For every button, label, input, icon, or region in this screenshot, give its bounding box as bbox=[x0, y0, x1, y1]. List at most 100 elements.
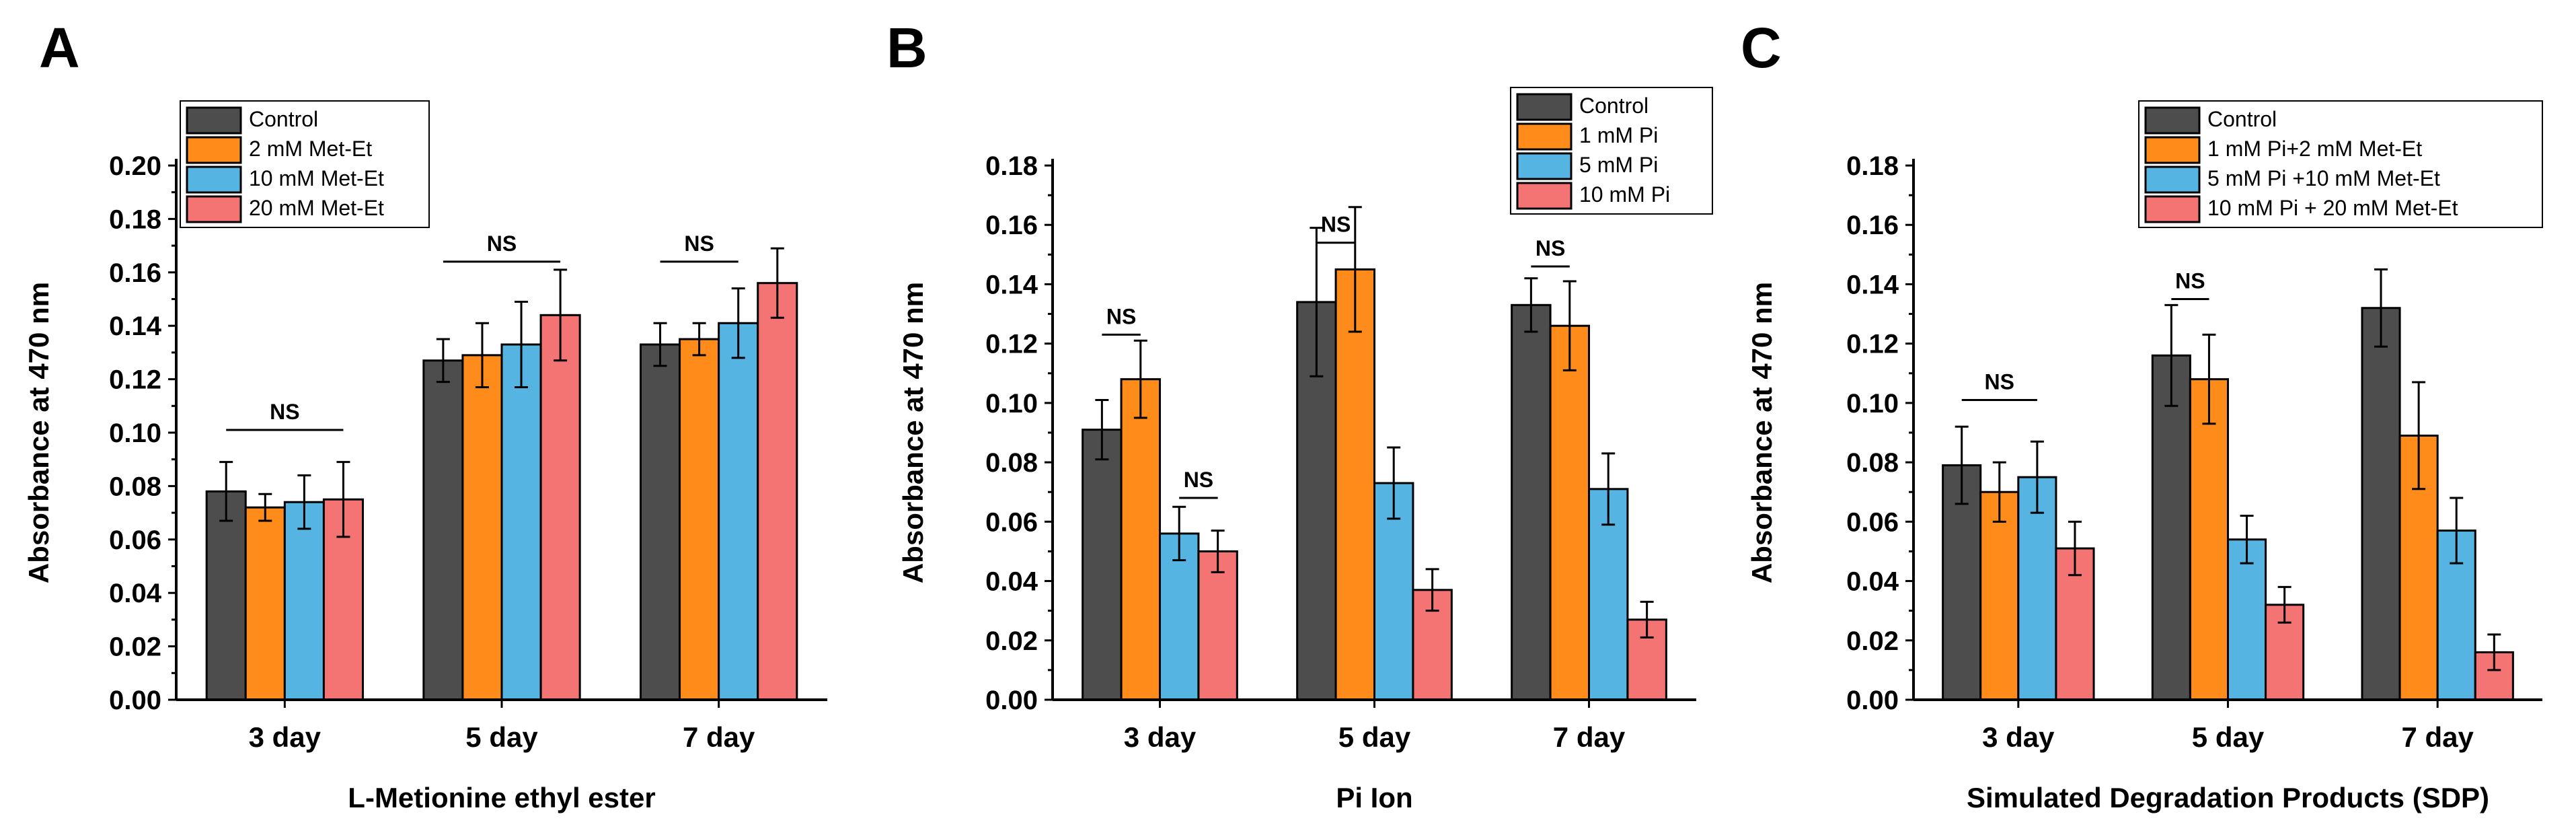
x-axis-label: L-Metionine ethyl ester bbox=[348, 782, 655, 813]
bar bbox=[1334, 268, 1375, 701]
x-tick-label: 3 day bbox=[249, 721, 321, 753]
legend-item: 5 mM Pi +10 mM Met-Et bbox=[2144, 166, 2440, 194]
legend-swatch bbox=[1516, 152, 1573, 180]
y-tick-label: 0.12 bbox=[985, 330, 1038, 359]
legend-item: 20 mM Met-Et bbox=[186, 195, 384, 223]
legend: Control 1 mM Pi+2 mM Met-Et 5 mM Pi +10 mM… bbox=[2138, 100, 2543, 228]
y-tick-label: 0.18 bbox=[109, 205, 161, 234]
error-bar bbox=[2412, 381, 2426, 491]
y-tick-label: 0.10 bbox=[109, 419, 161, 448]
bar bbox=[1082, 429, 1123, 701]
legend-label: 10 mM Pi + 20 mM Met-Et bbox=[2207, 196, 2458, 220]
y-tick-label: 0.14 bbox=[109, 312, 162, 341]
bar bbox=[679, 338, 720, 701]
error-bar bbox=[1387, 446, 1401, 520]
error-bar bbox=[2374, 268, 2388, 348]
y-tick-label: 0.02 bbox=[1846, 626, 1899, 656]
y-tick-label: 0.12 bbox=[109, 365, 161, 395]
legend-item: Control bbox=[186, 106, 318, 135]
y-tick-label: 0.04 bbox=[985, 567, 1038, 597]
y-tick-label: 0.20 bbox=[109, 151, 161, 181]
legend-swatch bbox=[1516, 93, 1573, 121]
error-bar bbox=[1172, 505, 1186, 562]
legend-item: 1 mM Pi+2 mM Met-Et bbox=[2144, 136, 2422, 164]
bar bbox=[2017, 476, 2057, 701]
bar bbox=[640, 343, 681, 701]
error-bar bbox=[436, 338, 450, 384]
ns-annotation: NS bbox=[2171, 269, 2209, 300]
ns-annotation: NS bbox=[1316, 213, 1355, 244]
bar bbox=[244, 506, 286, 701]
error-bar bbox=[554, 268, 568, 362]
y-tick-label: 0.10 bbox=[1846, 389, 1899, 419]
ns-annotation: NS bbox=[1961, 369, 2037, 401]
error-bar bbox=[1562, 280, 1577, 371]
legend-label: 2 mM Met-Et bbox=[249, 137, 372, 161]
error-bar bbox=[653, 322, 667, 367]
ns-annotation: NS bbox=[1531, 236, 1570, 268]
panel-letter: C bbox=[1741, 16, 1782, 79]
y-tick-label: 0.16 bbox=[109, 258, 161, 288]
error-bar bbox=[2202, 333, 2216, 425]
x-tick-label: 7 day bbox=[2401, 721, 2474, 753]
y-tick-label: 0.08 bbox=[985, 448, 1038, 478]
bar bbox=[500, 343, 542, 701]
legend-item: 2 mM Met-Et bbox=[186, 136, 372, 164]
y-tick-label: 0.12 bbox=[1846, 330, 1899, 359]
x-tick-label: 5 day bbox=[1338, 721, 1411, 753]
ns-label: NS bbox=[1106, 304, 1136, 328]
legend-label: 5 mM Pi +10 mM Met-Et bbox=[2207, 166, 2440, 190]
x-tick-label: 3 day bbox=[1124, 721, 1197, 753]
x-tick-label: 5 day bbox=[2192, 721, 2265, 753]
bar bbox=[283, 501, 325, 701]
error-bar bbox=[2450, 497, 2464, 565]
y-tick-label: 0.04 bbox=[1846, 567, 1899, 597]
error-bar bbox=[1425, 568, 1439, 612]
error-bar bbox=[258, 493, 272, 522]
y-tick-label: 0.06 bbox=[1846, 507, 1899, 537]
y-tick-label: 0.06 bbox=[985, 507, 1038, 537]
ns-label: NS bbox=[1985, 369, 2014, 394]
y-tick-label: 0.00 bbox=[1846, 686, 1899, 715]
legend-label: 1 mM Pi+2 mM Met-Et bbox=[2207, 137, 2422, 161]
x-tick-label: 3 day bbox=[1982, 721, 2055, 753]
error-bar bbox=[475, 322, 489, 389]
error-bar bbox=[2487, 633, 2501, 671]
bar bbox=[718, 322, 759, 701]
bar bbox=[539, 314, 581, 701]
legend-label: 10 mM Pi bbox=[1579, 182, 1670, 207]
bar bbox=[1549, 324, 1591, 701]
y-tick-label: 0.00 bbox=[109, 686, 161, 715]
y-tick-label: 0.00 bbox=[985, 686, 1038, 715]
error-bar bbox=[1524, 277, 1538, 333]
bar bbox=[2151, 354, 2191, 701]
legend-swatch bbox=[1516, 122, 1573, 151]
bar bbox=[2361, 307, 2401, 701]
x-tick-label: 7 day bbox=[683, 721, 755, 753]
legend-label: Control bbox=[249, 107, 318, 131]
ns-annotation: NS bbox=[660, 231, 738, 263]
y-tick-label: 0.14 bbox=[985, 270, 1038, 299]
legend-swatch bbox=[2144, 136, 2201, 164]
legend-item: 10 mM Met-Et bbox=[186, 166, 384, 194]
error-bar bbox=[1211, 530, 1225, 573]
y-tick-label: 0.16 bbox=[985, 211, 1038, 240]
panel-a: A 0.00 0.02 0.04 0.06 0.08 0.10 0.12 0.14 0.16 0.1… bbox=[23, 16, 827, 813]
error-bar bbox=[219, 461, 233, 522]
error-bar bbox=[2277, 585, 2291, 624]
legend-swatch bbox=[2144, 195, 2201, 223]
error-bar bbox=[731, 287, 745, 359]
y-tick-label: 0.02 bbox=[109, 632, 161, 662]
error-bar bbox=[2164, 303, 2179, 407]
legend-swatch bbox=[186, 166, 242, 194]
x-tick-label: 7 day bbox=[1553, 721, 1626, 753]
ns-annotation: NS bbox=[443, 231, 561, 263]
y-axis-label: Absorbance at 470 nm bbox=[23, 282, 54, 583]
error-bar bbox=[1310, 227, 1324, 377]
legend-item: Control bbox=[1516, 93, 1649, 121]
error-bar bbox=[1955, 425, 1969, 505]
legend-swatch bbox=[186, 195, 242, 223]
error-bar bbox=[2030, 440, 2044, 514]
x-tick-label: 5 day bbox=[465, 721, 538, 753]
y-tick-label: 0.16 bbox=[1846, 211, 1899, 240]
